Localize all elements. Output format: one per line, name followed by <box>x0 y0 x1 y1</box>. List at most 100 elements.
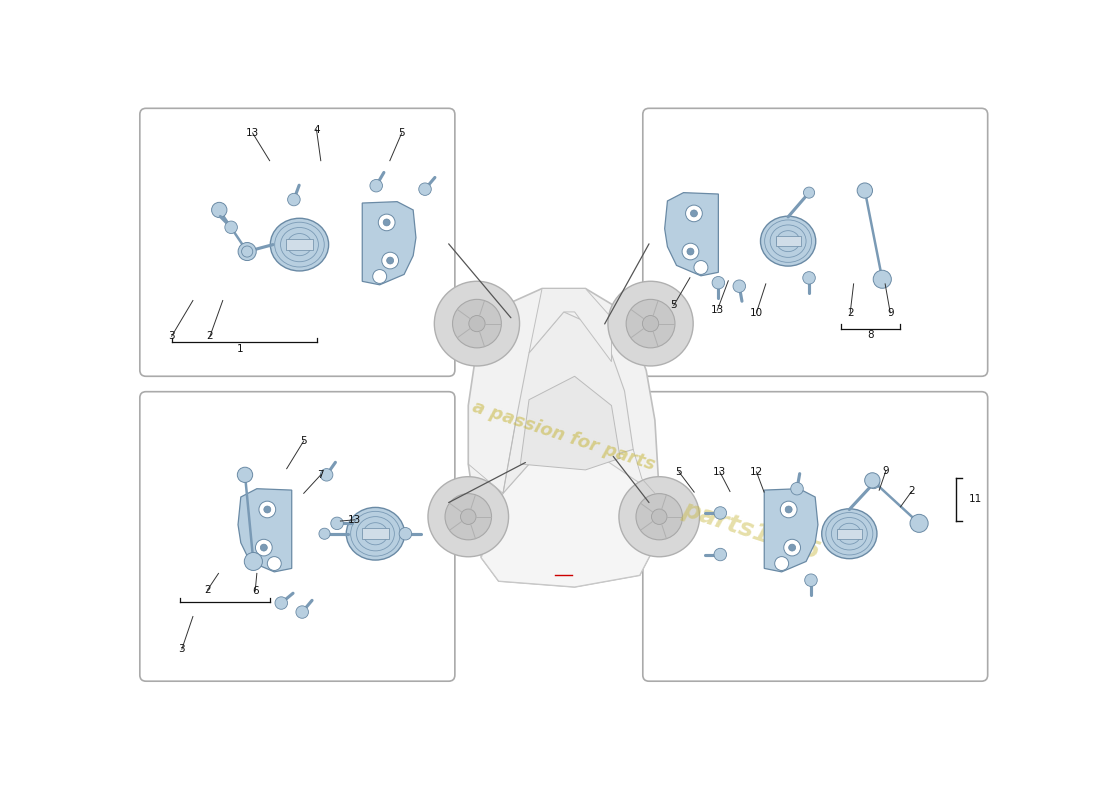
Polygon shape <box>362 202 416 285</box>
Circle shape <box>691 210 697 217</box>
Circle shape <box>469 315 485 332</box>
Polygon shape <box>238 489 292 572</box>
Text: 9: 9 <box>882 466 889 475</box>
Circle shape <box>238 467 253 482</box>
Text: 5: 5 <box>675 466 682 477</box>
Circle shape <box>714 548 727 561</box>
Text: 11: 11 <box>969 494 982 505</box>
Circle shape <box>694 261 708 274</box>
Text: 13: 13 <box>711 306 724 315</box>
Circle shape <box>267 557 282 570</box>
Circle shape <box>805 574 817 586</box>
Circle shape <box>636 494 682 540</box>
Text: 1: 1 <box>236 343 243 354</box>
Circle shape <box>868 478 879 489</box>
Ellipse shape <box>271 218 329 271</box>
Circle shape <box>446 494 492 540</box>
Text: 7: 7 <box>318 470 324 480</box>
Polygon shape <box>664 193 718 276</box>
Text: 12: 12 <box>750 466 763 477</box>
Circle shape <box>651 509 667 525</box>
Circle shape <box>619 477 700 557</box>
Circle shape <box>320 469 333 481</box>
FancyBboxPatch shape <box>642 108 988 376</box>
Circle shape <box>434 282 519 366</box>
Circle shape <box>785 506 792 513</box>
FancyBboxPatch shape <box>140 392 455 682</box>
Circle shape <box>642 315 659 332</box>
Circle shape <box>238 242 256 261</box>
Circle shape <box>789 544 795 551</box>
Circle shape <box>733 280 746 293</box>
FancyBboxPatch shape <box>776 236 801 246</box>
Circle shape <box>296 606 308 618</box>
Circle shape <box>244 553 263 570</box>
Circle shape <box>382 252 398 269</box>
Polygon shape <box>529 289 612 362</box>
Text: 13: 13 <box>349 515 362 525</box>
Polygon shape <box>520 376 620 470</box>
Circle shape <box>626 299 675 348</box>
Circle shape <box>803 187 815 198</box>
Circle shape <box>452 299 502 348</box>
Circle shape <box>261 544 267 551</box>
Circle shape <box>387 257 394 264</box>
Circle shape <box>910 514 928 532</box>
FancyBboxPatch shape <box>642 392 988 682</box>
Text: 6: 6 <box>252 586 258 596</box>
Polygon shape <box>764 489 818 572</box>
Text: 5: 5 <box>300 436 307 446</box>
Circle shape <box>399 527 411 540</box>
Text: 9: 9 <box>887 308 893 318</box>
Circle shape <box>857 183 872 198</box>
Text: parts1985: parts1985 <box>680 497 823 564</box>
Ellipse shape <box>346 507 405 560</box>
Circle shape <box>211 202 227 218</box>
Circle shape <box>287 194 300 206</box>
Text: 5: 5 <box>670 301 676 310</box>
Text: 2: 2 <box>205 585 211 595</box>
Text: 8: 8 <box>867 330 875 340</box>
Text: 2: 2 <box>909 486 915 497</box>
Circle shape <box>791 482 803 495</box>
Circle shape <box>242 246 253 257</box>
Circle shape <box>373 270 387 283</box>
Circle shape <box>255 539 272 556</box>
Circle shape <box>688 248 694 255</box>
Text: 13: 13 <box>713 466 726 477</box>
Text: 10: 10 <box>750 308 763 318</box>
Text: 2: 2 <box>207 331 213 342</box>
Polygon shape <box>469 289 659 587</box>
Polygon shape <box>503 312 634 494</box>
Circle shape <box>685 205 702 222</box>
FancyBboxPatch shape <box>286 239 312 250</box>
Ellipse shape <box>822 509 877 558</box>
Circle shape <box>865 473 880 488</box>
Circle shape <box>258 501 276 518</box>
Circle shape <box>383 219 390 226</box>
Circle shape <box>331 517 343 530</box>
Circle shape <box>608 282 693 366</box>
Circle shape <box>419 183 431 195</box>
Text: 4: 4 <box>314 125 320 135</box>
Circle shape <box>370 179 383 192</box>
Circle shape <box>682 243 698 260</box>
FancyBboxPatch shape <box>140 108 455 376</box>
Circle shape <box>712 277 725 289</box>
Circle shape <box>319 528 330 539</box>
Ellipse shape <box>760 216 816 266</box>
FancyBboxPatch shape <box>362 529 388 539</box>
Text: 3: 3 <box>178 644 185 654</box>
Text: 13: 13 <box>246 128 260 138</box>
Circle shape <box>714 506 727 519</box>
Polygon shape <box>482 450 654 587</box>
Circle shape <box>780 501 798 518</box>
Circle shape <box>873 270 891 288</box>
Circle shape <box>803 272 815 284</box>
Text: 5: 5 <box>398 128 405 138</box>
Circle shape <box>784 539 801 556</box>
Circle shape <box>264 506 271 513</box>
Circle shape <box>461 509 476 525</box>
Text: a passion for parts: a passion for parts <box>470 398 658 474</box>
Circle shape <box>428 477 508 557</box>
